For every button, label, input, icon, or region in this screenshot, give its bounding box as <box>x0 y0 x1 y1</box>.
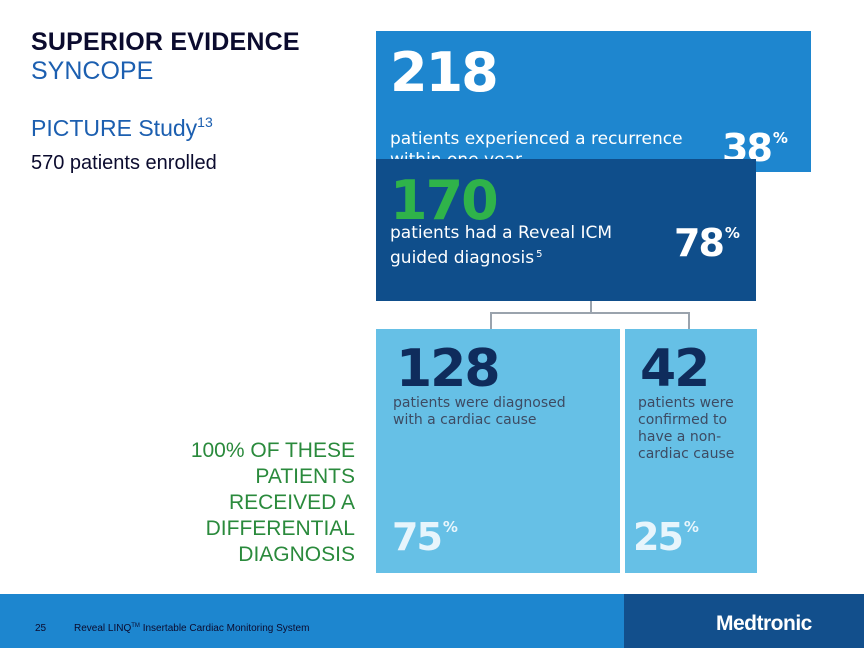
non-cardiac-text: patients were confirmed to have a non-ca… <box>638 395 735 462</box>
cardiac-percent-value: 75 <box>392 515 443 559</box>
footer-logo-panel <box>624 594 864 648</box>
percent-sign: % <box>772 129 788 147</box>
product-description: Insertable Cardiac Monitoring System <box>139 623 310 634</box>
trademark-mark: TM <box>131 623 140 629</box>
connector-bar <box>490 312 690 314</box>
diagnosis-text: patients had a Reveal ICM guided diagnos… <box>390 223 650 269</box>
diagnosis-text-label: patients had a Reveal ICM guided diagnos… <box>390 223 613 268</box>
study-name: PICTURE Study13 <box>31 114 213 142</box>
percent-sign: % <box>442 518 458 536</box>
connector-right-drop <box>688 312 690 329</box>
study-reference: 13 <box>197 114 213 130</box>
page-number: 25 <box>35 623 47 634</box>
diagnosis-percent-value: 78 <box>674 221 725 265</box>
recurrence-count: 218 <box>390 41 499 104</box>
recurrence-stat-box: 218 patients experienced a recurrence wi… <box>376 31 811 172</box>
diagnosis-percent: 78% <box>674 221 740 265</box>
non-cardiac-percent: 25% <box>633 515 699 559</box>
cardiac-count: 128 <box>396 339 501 399</box>
percent-sign: % <box>724 224 740 242</box>
slide-subtitle: SYNCOPE <box>31 57 154 85</box>
percent-sign: % <box>683 518 699 536</box>
connector-left-drop <box>490 312 492 329</box>
diagnosis-stat-box: 170 patients had a Reveal ICM guided dia… <box>376 159 756 301</box>
product-name: Reveal LINQ <box>74 623 132 634</box>
non-cardiac-percent-value: 25 <box>633 515 684 559</box>
enrolled-count: 570 patients enrolled <box>31 152 217 174</box>
non-cardiac-count: 42 <box>640 339 710 399</box>
cardiac-text: patients were diagnosed with a cardiac c… <box>393 395 566 428</box>
diagnosis-reference: 5 <box>536 249 543 260</box>
cardiac-percent: 75% <box>392 515 458 559</box>
connector-stem <box>590 301 592 313</box>
study-label: PICTURE Study <box>31 115 198 141</box>
medtronic-logo: Medtronic <box>716 612 812 635</box>
non-cardiac-stat-box: 42 patients were confirmed to have a non… <box>625 329 757 573</box>
cardiac-stat-box: 128 patients were diagnosed with a cardi… <box>376 329 620 573</box>
slide-title: SUPERIOR EVIDENCE <box>31 28 300 56</box>
differential-diagnosis-callout: 100% OF THESE PATIENTS RECEIVED A DIFFER… <box>190 439 355 566</box>
footer-product-text: Reveal LINQTM Insertable Cardiac Monitor… <box>74 623 309 634</box>
diagnosis-count: 170 <box>390 169 499 232</box>
